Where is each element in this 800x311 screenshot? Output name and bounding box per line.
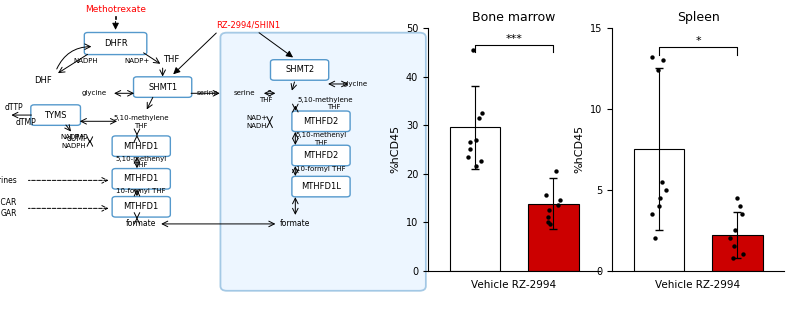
FancyBboxPatch shape — [112, 136, 170, 156]
Text: MTHFD1L: MTHFD1L — [301, 182, 341, 191]
Title: Bone marrow: Bone marrow — [472, 11, 556, 24]
Text: 5,10-methenyl: 5,10-methenyl — [295, 132, 346, 138]
Text: MTHFD1: MTHFD1 — [124, 142, 159, 151]
Text: THF: THF — [327, 104, 341, 110]
Y-axis label: %hCD45: %hCD45 — [574, 125, 584, 173]
Text: AICAR: AICAR — [0, 198, 17, 207]
FancyBboxPatch shape — [292, 111, 350, 132]
Text: dUMP: dUMP — [66, 134, 88, 143]
Point — [470, 164, 483, 169]
Text: 10-formyl THF: 10-formyl THF — [296, 166, 346, 173]
Text: serine: serine — [234, 90, 254, 96]
Bar — [528, 204, 578, 271]
Point — [646, 55, 658, 60]
Text: purines: purines — [0, 176, 17, 185]
Point — [657, 58, 670, 63]
Text: MTHFD1: MTHFD1 — [124, 174, 159, 183]
Text: NADPH: NADPH — [74, 58, 98, 64]
FancyBboxPatch shape — [112, 197, 170, 217]
Point — [729, 228, 742, 233]
Bar — [634, 149, 684, 271]
Point — [651, 67, 664, 72]
Text: glycine: glycine — [82, 90, 107, 96]
Point — [656, 179, 669, 184]
Text: NADH: NADH — [246, 123, 267, 129]
Point — [734, 203, 746, 208]
Point — [472, 115, 485, 120]
Point — [653, 195, 666, 200]
Point — [660, 187, 673, 192]
Point — [542, 215, 554, 220]
Text: 10-formyl THF: 10-formyl THF — [117, 188, 166, 194]
Text: glycine: glycine — [342, 81, 368, 87]
Text: formate: formate — [280, 220, 310, 228]
Text: NAD+: NAD+ — [246, 115, 267, 121]
Point — [724, 236, 737, 241]
Text: 5,10-methenyl: 5,10-methenyl — [116, 156, 167, 162]
Point — [726, 255, 739, 260]
FancyBboxPatch shape — [221, 33, 426, 291]
FancyBboxPatch shape — [270, 60, 329, 80]
Text: THF: THF — [258, 96, 272, 103]
Text: dTTP: dTTP — [4, 103, 23, 112]
Text: TYMS: TYMS — [44, 111, 67, 119]
Title: Spleen: Spleen — [677, 11, 719, 24]
FancyBboxPatch shape — [292, 145, 350, 166]
FancyBboxPatch shape — [112, 169, 170, 189]
Point — [730, 195, 743, 200]
Text: formate: formate — [126, 220, 157, 228]
Text: RZ-2994/SHIN1: RZ-2994/SHIN1 — [216, 21, 280, 29]
Point — [552, 202, 565, 207]
Text: MTHFD2: MTHFD2 — [303, 151, 338, 160]
Point — [463, 147, 476, 152]
Point — [466, 47, 479, 52]
Text: serine: serine — [197, 90, 218, 96]
Point — [463, 140, 476, 145]
Text: SHMT1: SHMT1 — [148, 83, 178, 91]
Text: 5,10-methylene: 5,10-methylene — [114, 115, 169, 121]
Point — [470, 137, 483, 142]
Y-axis label: %hCD45: %hCD45 — [390, 125, 400, 173]
Text: MTHFD1: MTHFD1 — [124, 202, 159, 211]
Text: MTHFD2: MTHFD2 — [303, 117, 338, 126]
Point — [727, 244, 740, 249]
Point — [542, 207, 555, 212]
Point — [474, 159, 487, 164]
Text: THF: THF — [314, 140, 328, 146]
Point — [735, 211, 748, 216]
FancyBboxPatch shape — [134, 77, 192, 97]
Point — [539, 193, 552, 198]
Text: THF: THF — [134, 123, 148, 129]
Point — [737, 252, 750, 257]
Point — [554, 198, 567, 203]
Text: DHFR: DHFR — [104, 39, 127, 48]
Point — [542, 220, 554, 225]
Point — [653, 203, 666, 208]
Text: NADP+: NADP+ — [124, 58, 150, 64]
Point — [544, 222, 557, 227]
Text: DHF: DHF — [34, 77, 52, 85]
Text: SHMT2: SHMT2 — [285, 66, 314, 74]
Point — [646, 211, 658, 216]
FancyBboxPatch shape — [31, 105, 81, 125]
Text: THF: THF — [163, 55, 179, 63]
Bar — [712, 235, 762, 271]
Text: GAR: GAR — [1, 209, 17, 217]
Text: ***: *** — [506, 34, 522, 44]
Point — [649, 236, 662, 241]
Text: 5,10-methylene: 5,10-methylene — [298, 96, 353, 103]
Text: dTMP: dTMP — [15, 118, 36, 127]
Bar — [450, 128, 500, 271]
FancyBboxPatch shape — [292, 176, 350, 197]
FancyBboxPatch shape — [84, 33, 147, 55]
Text: *: * — [695, 36, 701, 46]
Text: NADP+: NADP+ — [60, 134, 86, 140]
Point — [475, 110, 488, 115]
Text: THF: THF — [134, 162, 148, 168]
Point — [550, 169, 562, 174]
Text: NADPH: NADPH — [61, 143, 86, 149]
Point — [462, 154, 474, 159]
Text: Methotrexate: Methotrexate — [85, 5, 146, 14]
